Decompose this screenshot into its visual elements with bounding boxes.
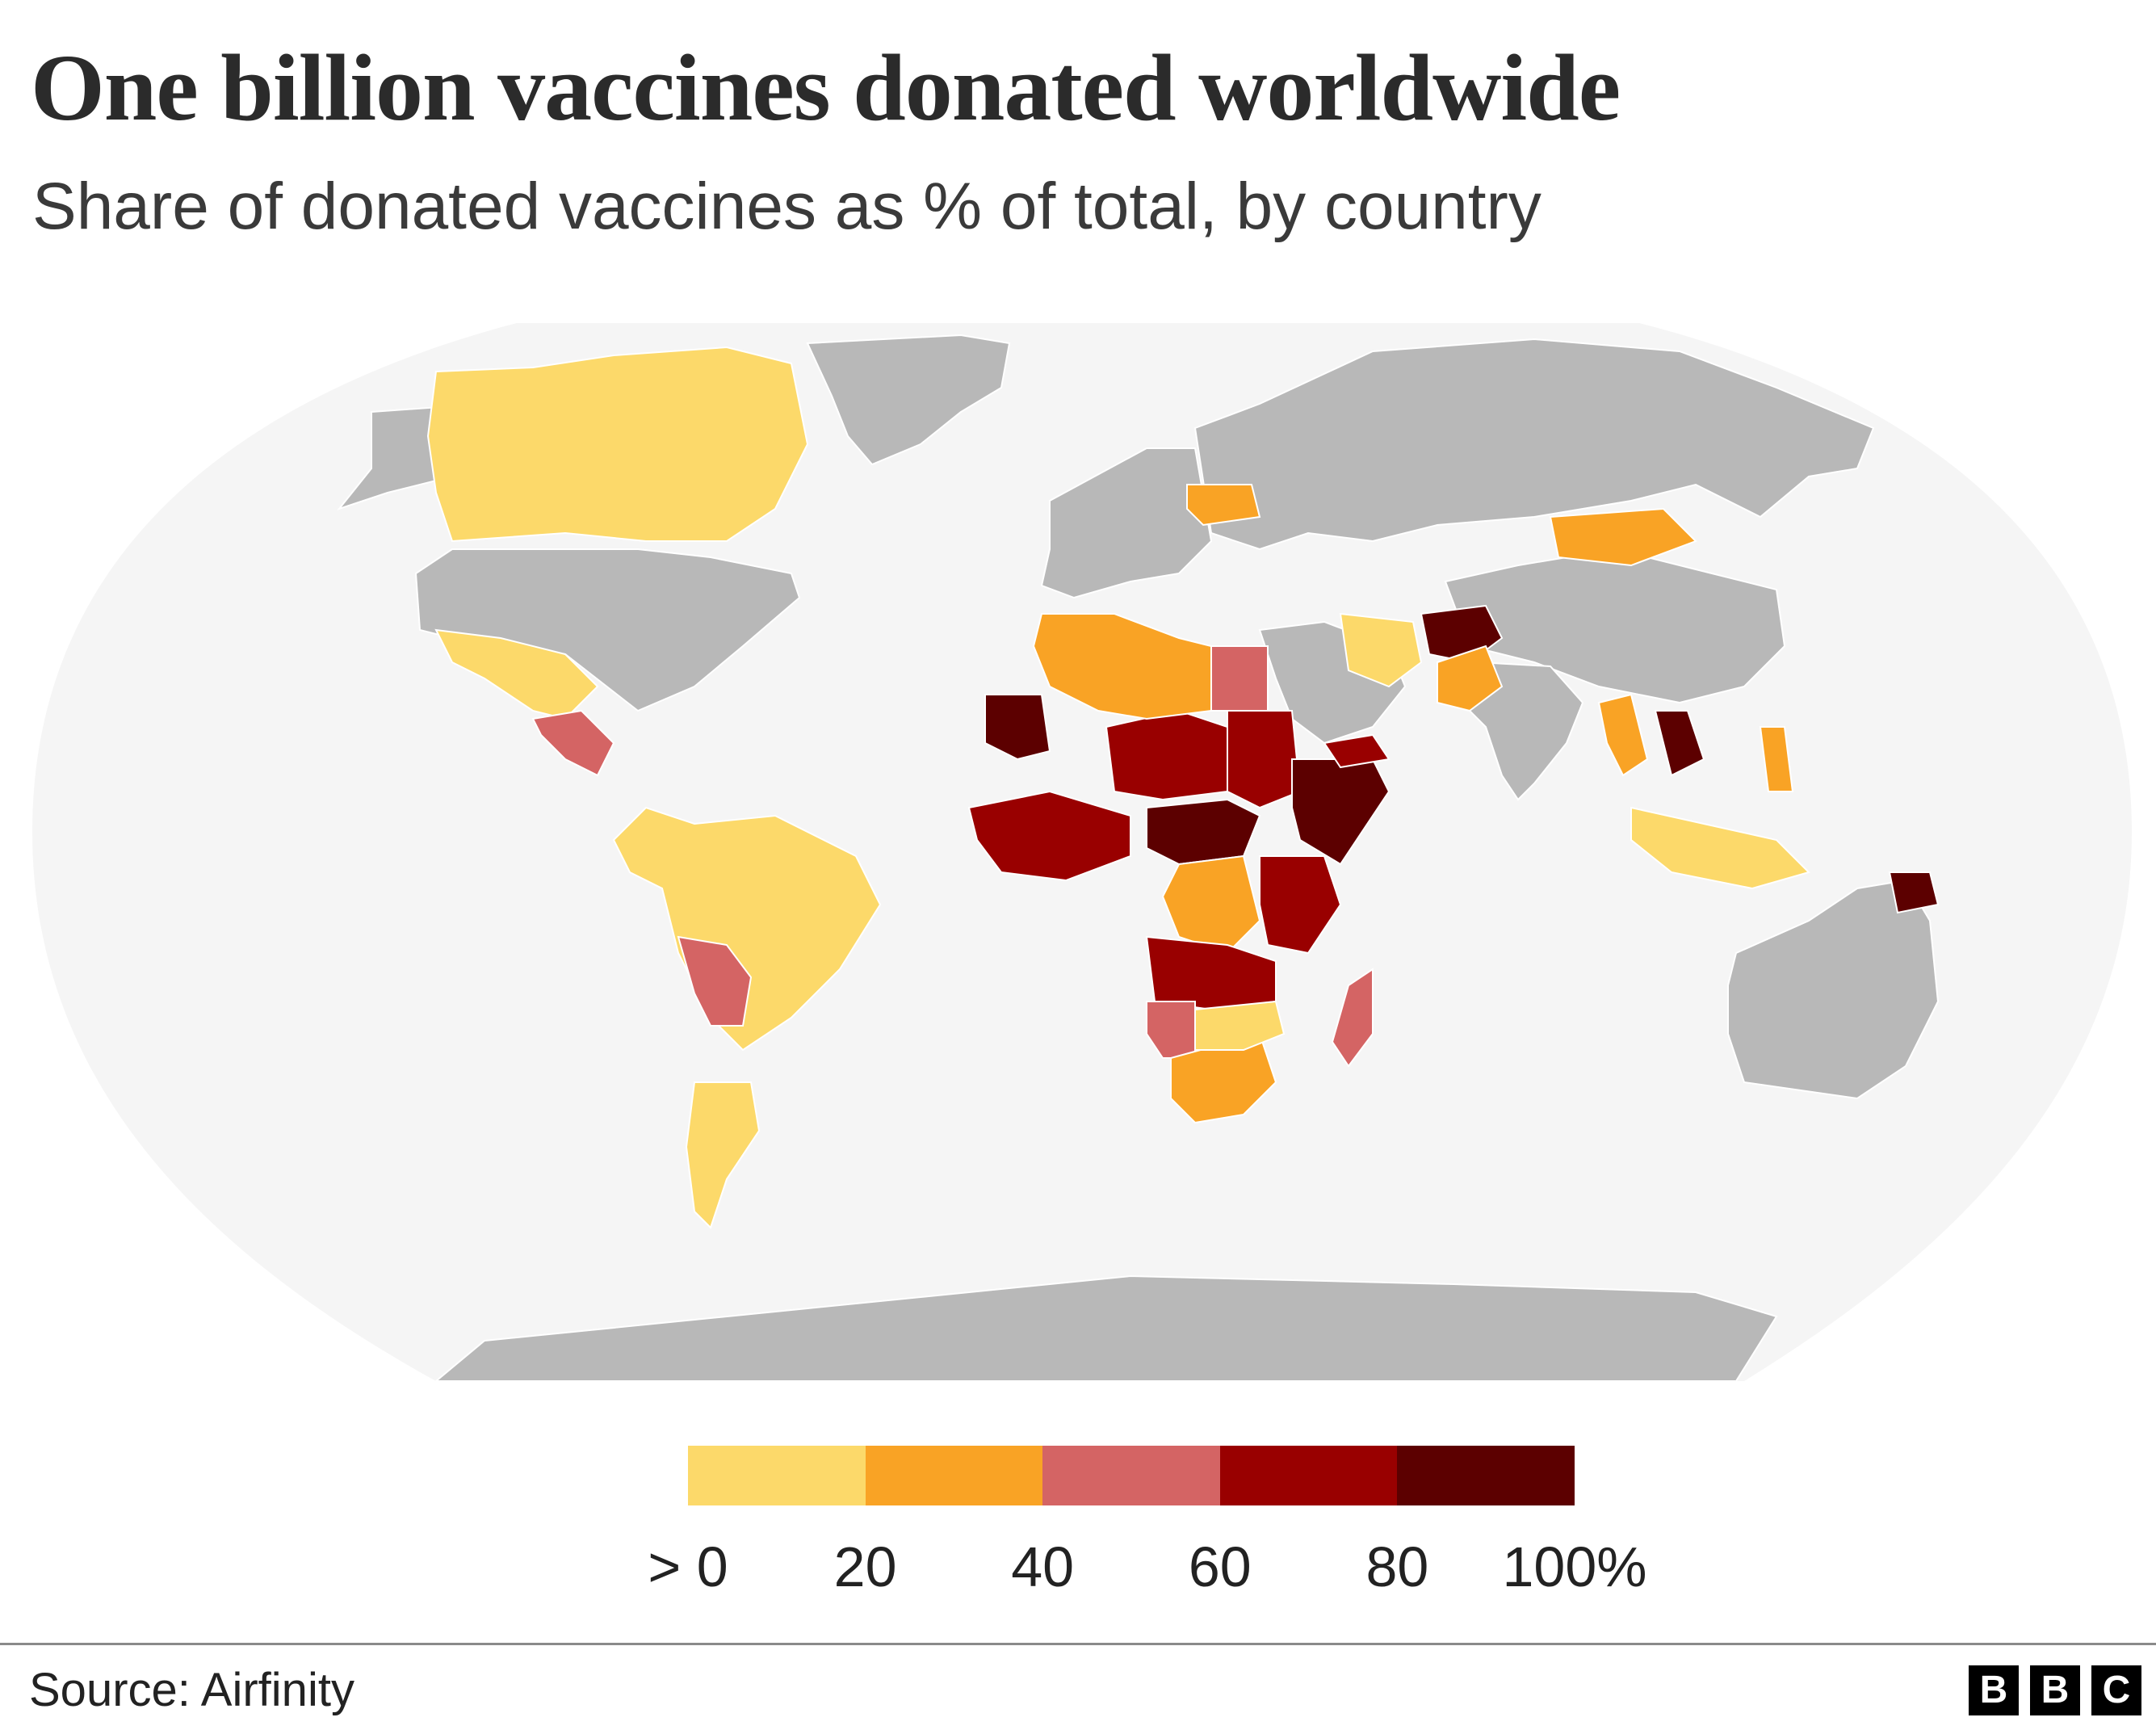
legend-label: 20 <box>833 1535 897 1598</box>
antarctica <box>434 1274 1778 1382</box>
legend-label: 60 <box>1188 1535 1252 1598</box>
australia <box>1727 879 1940 1100</box>
region-central-africa <box>1146 798 1261 866</box>
russia <box>1193 338 1875 551</box>
legend-label: 80 <box>1365 1535 1429 1598</box>
region-egypt <box>1210 645 1269 712</box>
region-indonesia <box>1630 806 1810 890</box>
logo-block: B <box>1969 1665 2019 1715</box>
world-map <box>32 323 2132 1382</box>
legend-swatch <box>1219 1446 1398 1505</box>
region-algeria-and-libya <box>1032 613 1212 720</box>
region-myanmar <box>1597 693 1649 777</box>
region-papua-new-guinea <box>1888 871 1940 914</box>
legend-label: > 0 <box>648 1535 728 1598</box>
footer-divider <box>0 1643 2156 1645</box>
region-laos <box>1654 710 1705 777</box>
region-ukraine <box>1186 484 1261 527</box>
source-note: Source: Airfinity <box>29 1664 354 1716</box>
region-east-africa <box>1259 855 1342 955</box>
chart-subtitle: Share of donated vaccines as % of total,… <box>32 170 1541 243</box>
region-central-america <box>531 709 615 777</box>
legend-label: 40 <box>1011 1535 1075 1598</box>
region-bolivia-and-paraguay <box>677 935 753 1027</box>
region-sudan <box>1227 710 1302 809</box>
usa <box>414 548 801 712</box>
legend-label: 100% <box>1502 1535 1647 1598</box>
legend-swatch <box>1042 1446 1220 1505</box>
region-argentina <box>685 1081 761 1229</box>
region-madagascar <box>1331 968 1374 1068</box>
legend-swatch <box>1397 1446 1575 1505</box>
chart-title: One billion vaccines donated worldwide <box>31 35 1621 141</box>
region-brazil <box>612 806 882 1052</box>
legend-swatch <box>688 1446 866 1505</box>
legend-swatch <box>865 1446 1043 1505</box>
logo-block: C <box>2091 1665 2141 1715</box>
greenland <box>806 334 1011 466</box>
logo-block: B <box>2030 1665 2080 1715</box>
region-mauritania <box>984 694 1051 761</box>
no-data-land <box>337 334 1940 1382</box>
country-regions <box>426 346 1940 1229</box>
region-philippines <box>1759 726 1794 792</box>
bbc-logo: B B C <box>1969 1665 2141 1715</box>
region-botswana-and-zimbabwe <box>1194 1000 1286 1051</box>
region-pakistan <box>1437 645 1504 712</box>
region-west-africa <box>967 790 1131 882</box>
europe <box>1040 447 1213 599</box>
region-canada <box>426 346 809 543</box>
region-mongolia <box>1549 507 1697 567</box>
region-iran <box>1339 612 1423 688</box>
region-niger-and-chad <box>1105 709 1228 801</box>
legend-color-scale <box>688 1446 1575 1505</box>
region-yemen <box>1323 733 1390 769</box>
